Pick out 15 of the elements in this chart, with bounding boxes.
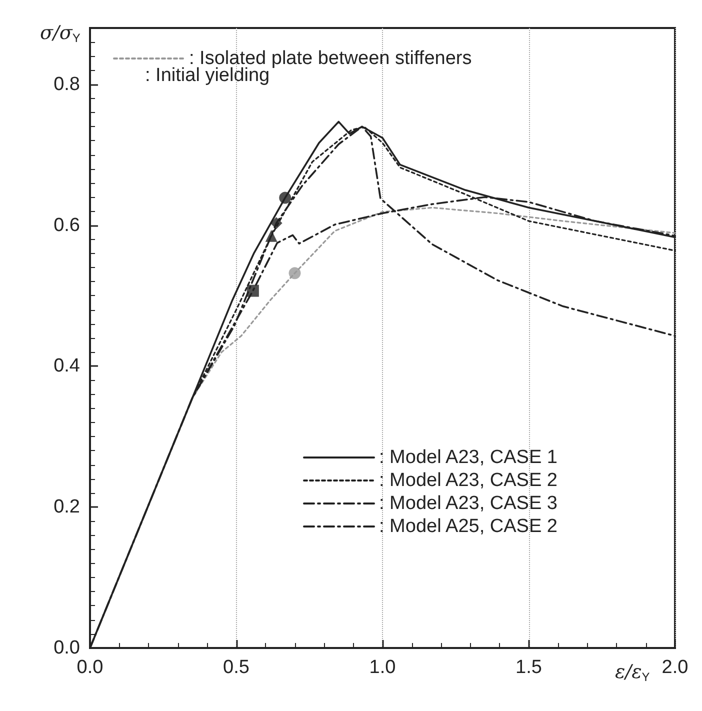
x-tick-label: 0.5	[223, 657, 250, 678]
legend-label: : Model A23, CASE 3	[379, 493, 558, 514]
y-tick-label: 0.8	[54, 74, 80, 95]
legend-label: : Model A25, CASE 2	[379, 516, 558, 537]
legend-label: : Model A23, CASE 1	[379, 447, 558, 468]
legend-label: : Model A23, CASE 2	[379, 470, 558, 491]
x-tick-label: 1.0	[369, 657, 396, 678]
y-tick-label: 0.2	[54, 496, 80, 518]
x-tick-label: 0.0	[76, 657, 104, 678]
x-tick-label: 2.0	[662, 657, 688, 678]
y-tick-label: 0.6	[54, 214, 80, 236]
y-tick-label: 0.4	[54, 356, 80, 377]
annotation: : Initial yielding	[145, 65, 270, 86]
y-tick-label: 0.0	[54, 638, 80, 658]
x-tick-label: 1.5	[516, 657, 542, 678]
